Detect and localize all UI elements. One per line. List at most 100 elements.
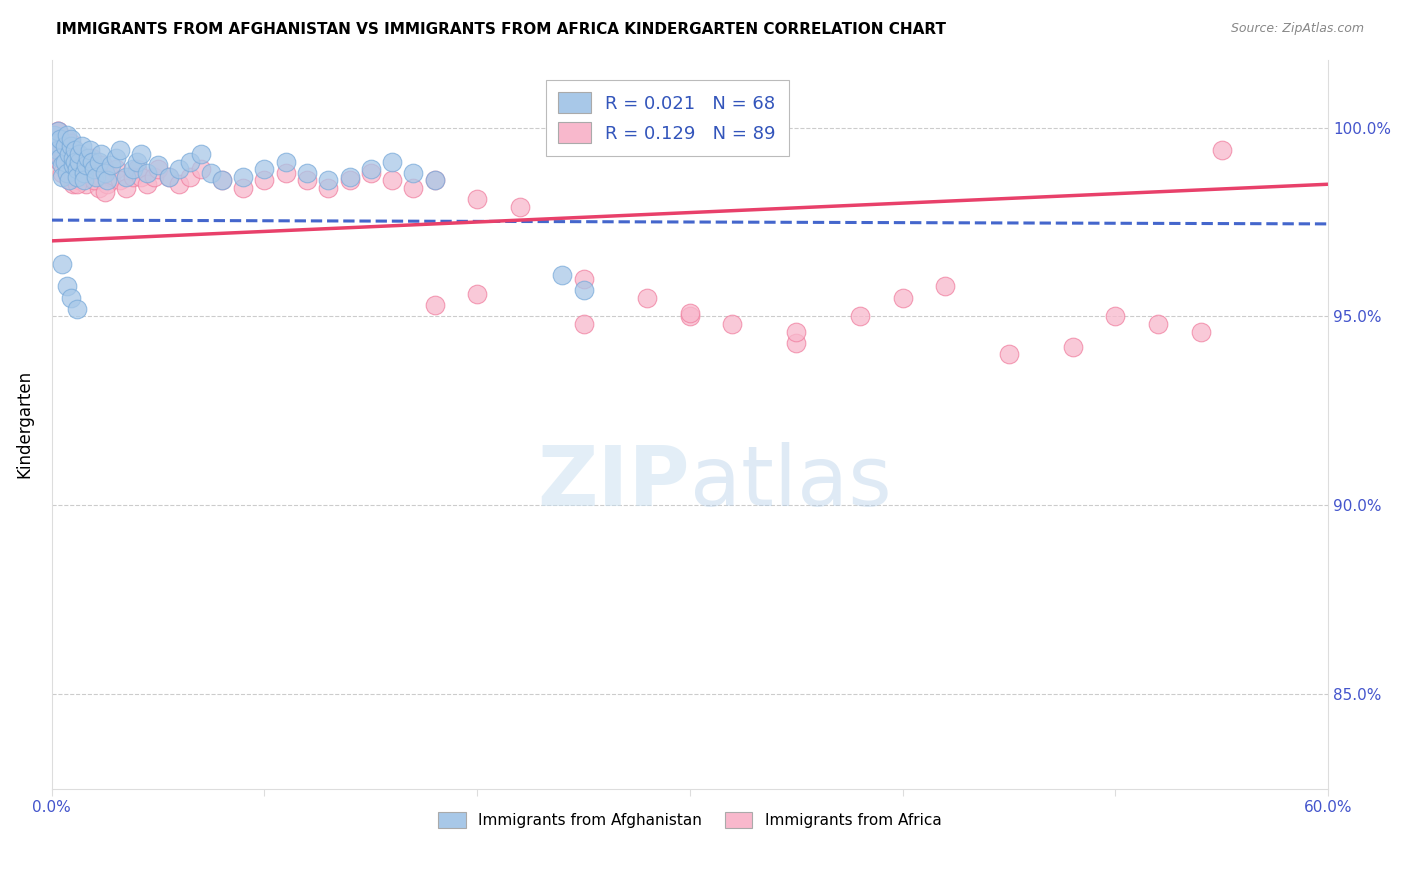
Point bbox=[129, 147, 152, 161]
Point bbox=[55, 166, 77, 180]
Point bbox=[679, 310, 702, 324]
Point bbox=[46, 124, 69, 138]
Point bbox=[59, 139, 82, 153]
Point bbox=[679, 306, 702, 320]
Point bbox=[63, 158, 86, 172]
Point bbox=[66, 301, 89, 316]
Point bbox=[55, 162, 77, 177]
Point bbox=[42, 128, 65, 142]
Point bbox=[42, 132, 65, 146]
Point bbox=[998, 347, 1021, 361]
Point bbox=[1189, 325, 1212, 339]
Point bbox=[146, 162, 169, 177]
Point bbox=[190, 147, 212, 161]
Point bbox=[295, 173, 318, 187]
Point bbox=[58, 154, 80, 169]
Point bbox=[551, 268, 574, 282]
Point bbox=[1104, 310, 1126, 324]
Point bbox=[77, 169, 100, 184]
Point bbox=[381, 154, 404, 169]
Point bbox=[45, 136, 67, 150]
Point bbox=[73, 158, 96, 172]
Point bbox=[721, 317, 744, 331]
Point bbox=[402, 181, 425, 195]
Point bbox=[62, 169, 84, 184]
Point bbox=[104, 151, 127, 165]
Point bbox=[53, 139, 76, 153]
Point bbox=[232, 169, 254, 184]
Point bbox=[73, 173, 96, 187]
Point bbox=[96, 173, 118, 187]
Point bbox=[83, 162, 105, 177]
Point bbox=[53, 154, 76, 169]
Point bbox=[91, 158, 114, 172]
Point bbox=[66, 166, 89, 180]
Point bbox=[108, 143, 131, 157]
Point bbox=[46, 147, 69, 161]
Point bbox=[90, 147, 112, 161]
Point bbox=[66, 151, 89, 165]
Point bbox=[381, 173, 404, 187]
Legend: Immigrants from Afghanistan, Immigrants from Africa: Immigrants from Afghanistan, Immigrants … bbox=[430, 805, 949, 836]
Point bbox=[46, 124, 69, 138]
Point bbox=[121, 169, 143, 184]
Point bbox=[316, 181, 339, 195]
Point bbox=[253, 173, 276, 187]
Point bbox=[146, 158, 169, 172]
Point bbox=[67, 147, 90, 161]
Point bbox=[51, 256, 73, 270]
Point bbox=[87, 154, 110, 169]
Point bbox=[115, 169, 138, 184]
Point bbox=[86, 169, 108, 184]
Text: IMMIGRANTS FROM AFGHANISTAN VS IMMIGRANTS FROM AFRICA KINDERGARTEN CORRELATION C: IMMIGRANTS FROM AFGHANISTAN VS IMMIGRANT… bbox=[56, 22, 946, 37]
Point bbox=[423, 173, 446, 187]
Point bbox=[179, 169, 201, 184]
Point bbox=[55, 279, 77, 293]
Point bbox=[66, 169, 89, 184]
Point bbox=[82, 154, 104, 169]
Point bbox=[465, 192, 488, 206]
Point bbox=[45, 139, 67, 153]
Point bbox=[360, 162, 382, 177]
Point bbox=[572, 283, 595, 297]
Point bbox=[100, 169, 122, 184]
Point bbox=[70, 158, 93, 172]
Point bbox=[849, 310, 872, 324]
Point bbox=[339, 173, 361, 187]
Text: ZIP: ZIP bbox=[537, 442, 690, 523]
Point bbox=[169, 178, 191, 192]
Point bbox=[274, 154, 297, 169]
Point bbox=[55, 154, 77, 169]
Point bbox=[636, 291, 658, 305]
Point bbox=[70, 139, 93, 153]
Point bbox=[75, 178, 97, 192]
Point bbox=[46, 143, 69, 157]
Point bbox=[62, 151, 84, 165]
Point bbox=[63, 143, 86, 157]
Point bbox=[465, 286, 488, 301]
Point bbox=[115, 181, 138, 195]
Point bbox=[53, 143, 76, 157]
Y-axis label: Kindergarten: Kindergarten bbox=[15, 370, 32, 478]
Point bbox=[73, 151, 96, 165]
Point bbox=[96, 178, 118, 192]
Point bbox=[142, 169, 165, 184]
Point bbox=[67, 173, 90, 187]
Point bbox=[58, 147, 80, 161]
Point bbox=[211, 173, 233, 187]
Point bbox=[94, 166, 117, 180]
Point bbox=[1062, 340, 1084, 354]
Point bbox=[100, 158, 122, 172]
Point bbox=[339, 169, 361, 184]
Point bbox=[934, 279, 956, 293]
Point bbox=[232, 181, 254, 195]
Point bbox=[121, 162, 143, 177]
Point bbox=[169, 162, 191, 177]
Point bbox=[200, 166, 222, 180]
Point bbox=[157, 169, 180, 184]
Point bbox=[62, 158, 84, 172]
Point bbox=[83, 166, 105, 180]
Point bbox=[891, 291, 914, 305]
Point bbox=[179, 154, 201, 169]
Point bbox=[73, 166, 96, 180]
